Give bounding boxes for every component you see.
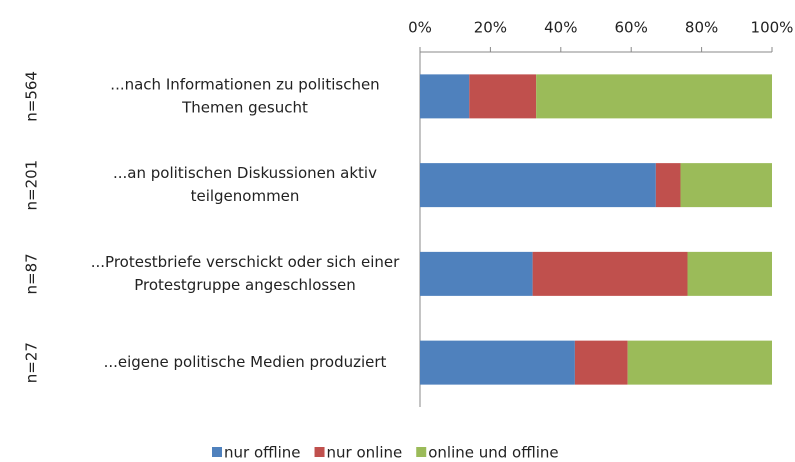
x-tick-label: 0% [408,19,432,37]
bar-segment [420,340,575,385]
bar-segment [680,163,772,208]
category-label: Protestgruppe angeschlossen [134,276,356,294]
bar-segment [687,251,772,296]
legend-swatch [314,447,325,457]
legend-swatch [212,447,222,457]
n-label: n=201 [23,160,41,211]
n-label: n=564 [23,71,41,122]
bar-segment [469,74,537,119]
bar-segment [627,340,772,385]
x-tick-label: 20% [474,19,507,37]
legend-swatch [416,447,427,457]
category-label: ...an politischen Diskussionen aktiv [113,164,377,182]
category-label: teilgenommen [191,187,300,205]
legend-label: online und offline [428,444,558,462]
category-label: ...eigene politische Medien produziert [104,353,387,371]
x-tick-label: 60% [615,19,648,37]
x-tick-label: 80% [685,19,718,37]
x-tick-label: 40% [544,19,577,37]
category-label: ...Protestbriefe verschickt oder sich ei… [91,253,400,271]
bar-segment [420,251,533,296]
x-tick-label: 100% [751,19,794,37]
bar-segment [655,163,681,208]
category-label: Themen gesucht [181,98,308,116]
bar-segment [574,340,628,385]
bar-segment [536,74,772,119]
n-label: n=27 [23,342,41,383]
bar-segment [532,251,688,296]
bar-segment [420,163,656,208]
legend-label: nur online [327,444,403,462]
n-label: n=87 [23,253,41,294]
category-label: ...nach Informationen zu politischen [110,75,379,93]
legend-label: nur offline [224,444,301,462]
bar-segment [420,74,470,119]
